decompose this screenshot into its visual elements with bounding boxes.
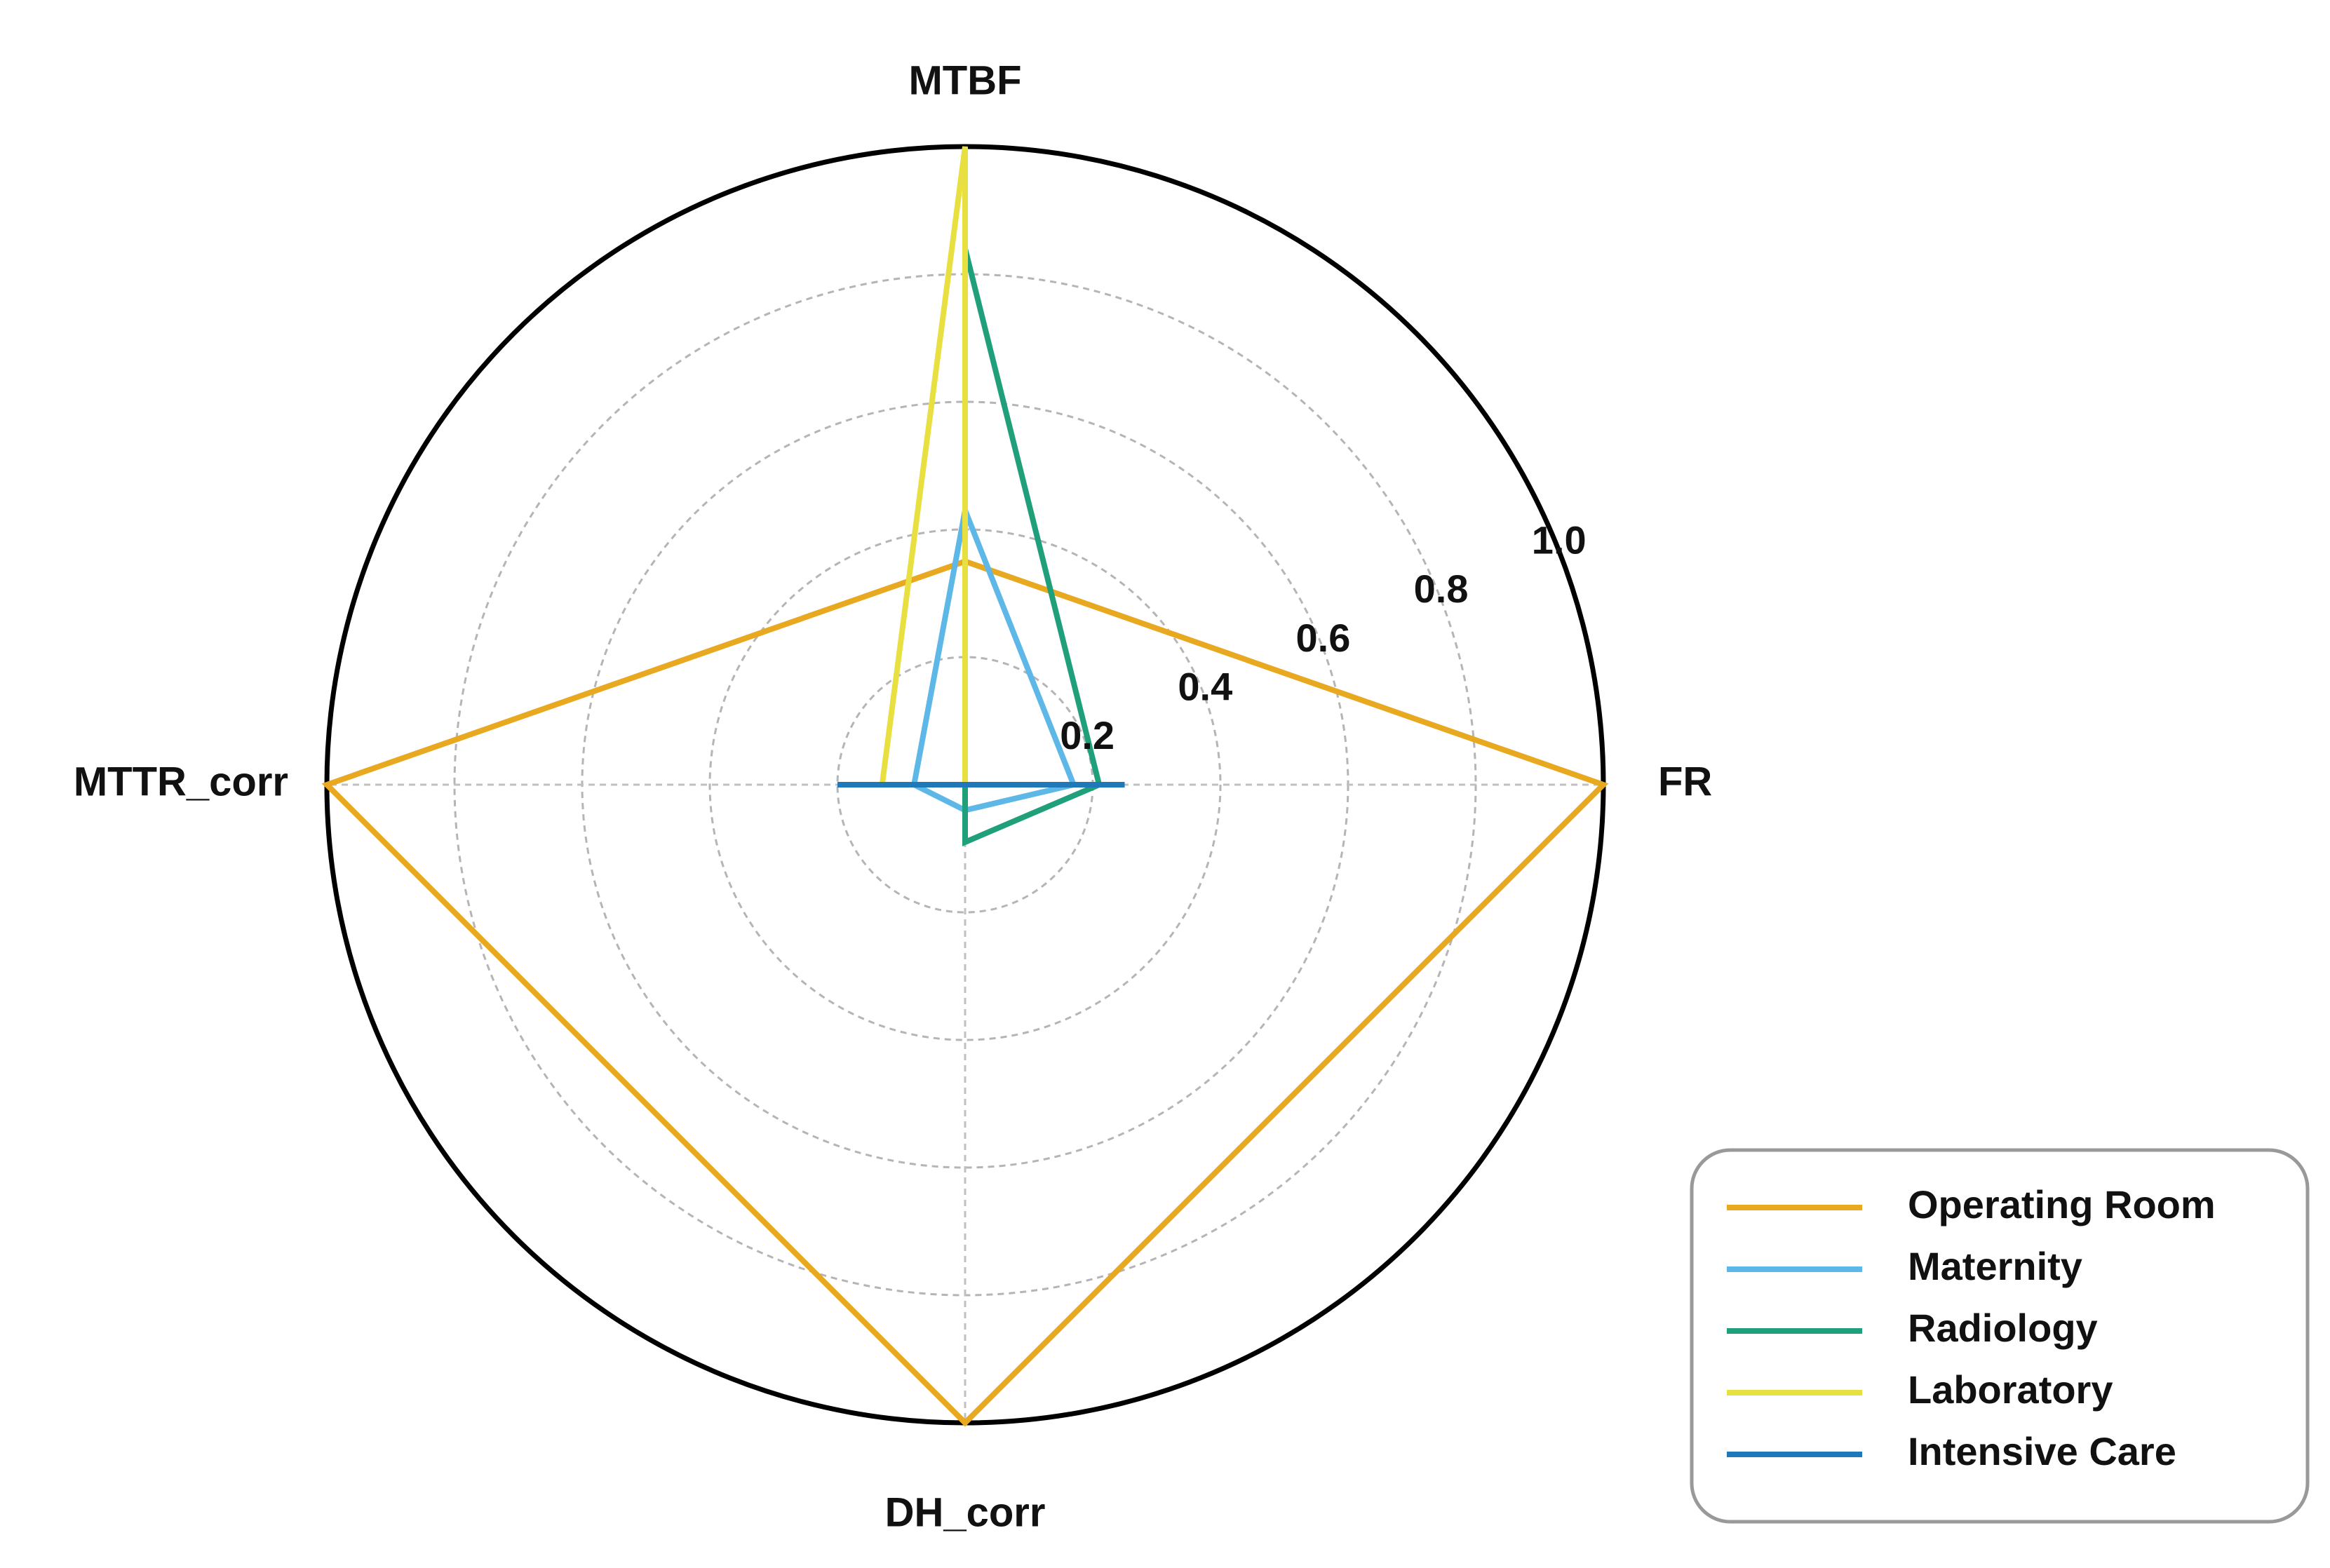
axis-label-fr: FR <box>1658 759 1712 804</box>
r-tick-label: 0.2 <box>1060 713 1115 757</box>
r-tick-label: 0.6 <box>1296 616 1351 660</box>
axis-label-mttr-corr: MTTR_corr <box>74 759 288 804</box>
legend-items: Operating Room Maternity Radiology Laborato… <box>1727 1182 2216 1473</box>
legend-label: Radiology <box>1908 1306 2098 1350</box>
legend-entry: Laboratory <box>1727 1367 2113 1412</box>
legend-label: Maternity <box>1908 1244 2082 1288</box>
series-layer <box>321 146 1609 1427</box>
legend-entry: Intensive Care <box>1727 1429 2176 1473</box>
r-tick-label: 1.0 <box>1532 518 1587 562</box>
axis-label-dh-corr: DH_corr <box>885 1489 1046 1535</box>
tick-labels: 0.2 0.4 0.6 0.8 1.0 <box>1060 518 1586 758</box>
legend-box <box>1690 1148 2310 1524</box>
legend: Operating Room Maternity Radiology Laborato… <box>1690 1148 2310 1524</box>
legend-entry: Maternity <box>1727 1244 2082 1288</box>
legend-entry: Radiology <box>1727 1306 2098 1350</box>
r-tick-label: 0.8 <box>1414 567 1469 611</box>
legend-entry: Operating Room <box>1727 1182 2216 1226</box>
series-line-operating-room <box>321 558 1609 1427</box>
legend-label: Intensive Care <box>1908 1429 2176 1473</box>
r-tick-label: 0.4 <box>1178 665 1232 709</box>
legend-label: Laboratory <box>1908 1367 2113 1412</box>
axis-label-mtbf: MTBF <box>908 58 1021 103</box>
legend-label: Operating Room <box>1908 1182 2216 1226</box>
axis-labels: FR MTBF MTTR_corr DH_corr <box>74 58 1712 1535</box>
series-line-laboratory <box>879 146 968 788</box>
